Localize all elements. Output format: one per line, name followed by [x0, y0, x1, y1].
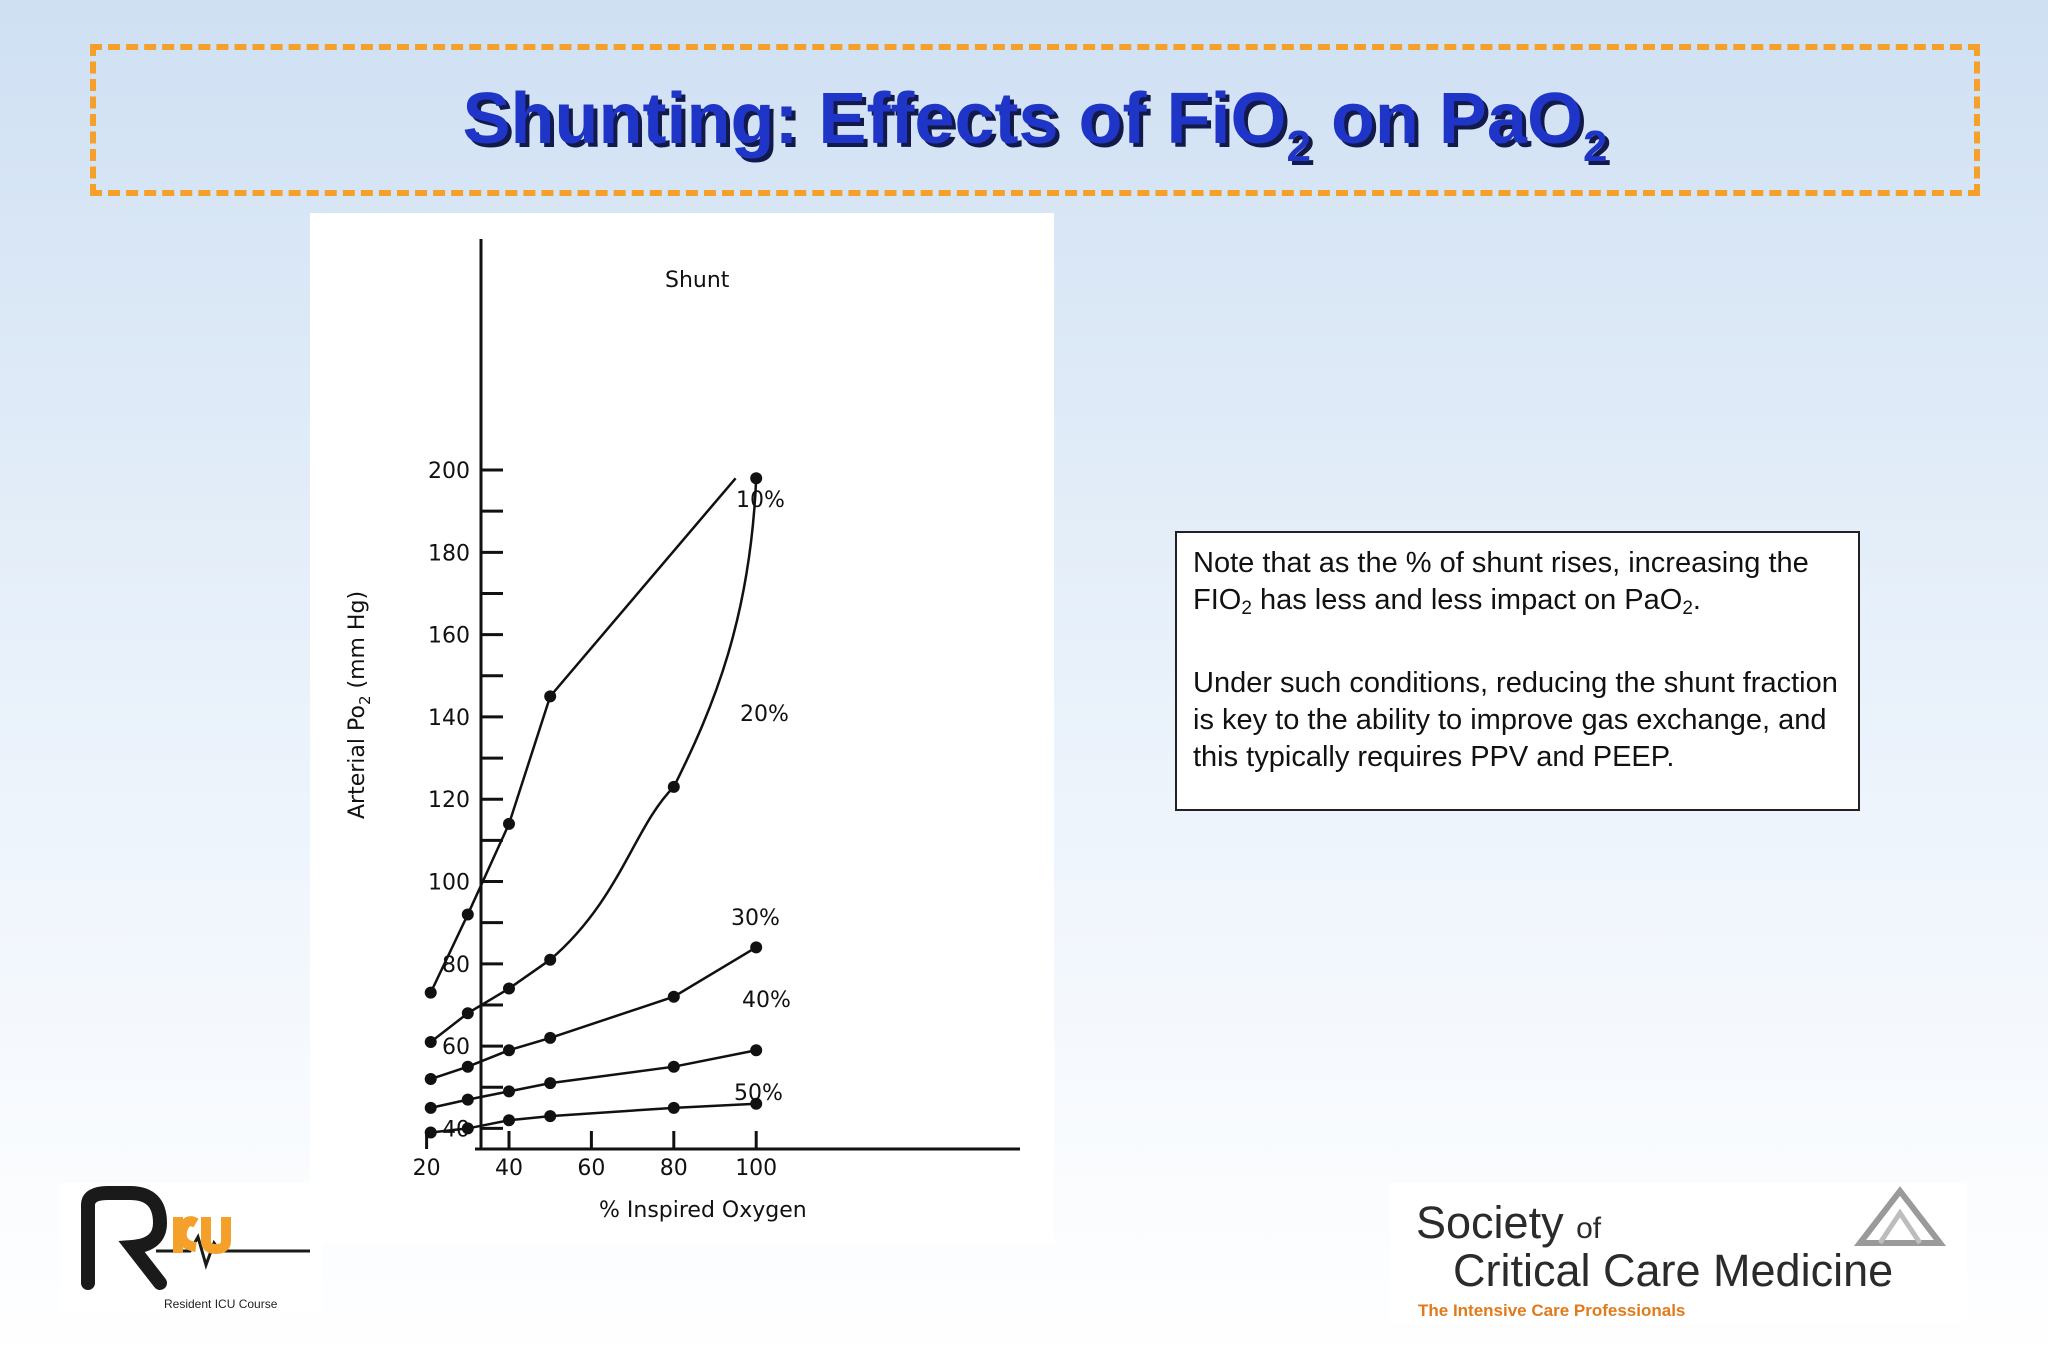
series-label: 20%	[740, 702, 789, 727]
data-point	[424, 1126, 437, 1139]
series-line-30pct	[430, 946, 757, 1081]
data-point	[461, 1093, 474, 1106]
y-tick-label: 200	[428, 459, 470, 484]
data-point	[750, 472, 763, 485]
y-tick-label: 100	[428, 871, 470, 896]
data-point	[503, 982, 515, 995]
sccm-tagline: The Intensive Care Professionals	[1418, 1301, 1686, 1320]
series-label: 40%	[742, 988, 791, 1013]
data-point	[503, 1044, 515, 1057]
sccm-name-text: Critical Care Medicine	[1453, 1245, 1894, 1296]
series-line-40pct	[430, 1049, 757, 1110]
series-labels: 10% 20% 30% 40% 50%	[731, 488, 791, 1106]
x-tick-label: 40	[495, 1156, 523, 1181]
x-tick-label: 20	[413, 1156, 441, 1181]
note-box: Note that as the % of shunt rises, incre…	[1175, 531, 1860, 811]
data-point	[424, 1101, 437, 1114]
note-paragraph-1: Note that as the % of shunt rises, incre…	[1193, 547, 1809, 619]
data-point	[544, 1077, 557, 1090]
data-point	[424, 986, 437, 999]
x-axis-label: % Inspired Oxygen	[599, 1198, 807, 1223]
page-title: Shunting: Effects of FiO2 on PaO2	[462, 79, 1608, 171]
data-point	[461, 1007, 474, 1020]
title-frame: Shunting: Effects of FiO2 on PaO2	[90, 44, 1980, 196]
data-point	[503, 1085, 515, 1098]
x-tick-label: 80	[660, 1156, 688, 1181]
data-point	[503, 817, 515, 830]
sccm-triangle-mark	[1853, 1186, 1947, 1246]
data-point	[461, 908, 474, 921]
series-label: 30%	[731, 906, 780, 931]
y-tick-label: 160	[428, 624, 470, 649]
series-line-50pct	[430, 1102, 757, 1134]
sccm-logo: Society of Critical Care Medicine The In…	[1390, 1183, 1967, 1323]
y-axis-label: Arterial Po2 (mm Hg)	[345, 591, 374, 819]
ricu-tagline: Resident ICU Course	[164, 1297, 278, 1311]
series-label: 10%	[736, 488, 785, 513]
data-point	[750, 1097, 763, 1110]
data-point	[503, 1114, 515, 1127]
x-tick-label: 100	[735, 1156, 777, 1181]
data-point	[461, 1122, 474, 1135]
data-point	[544, 953, 557, 966]
data-point	[544, 690, 557, 703]
y-tick-label: 120	[428, 788, 470, 813]
y-tick-label: 80	[442, 953, 470, 978]
ricu-logo: Resident ICU Course	[60, 1183, 322, 1313]
series-label: 50%	[734, 1081, 783, 1106]
data-point	[667, 1101, 680, 1114]
data-point	[461, 1060, 474, 1073]
data-point	[424, 1073, 437, 1086]
data-point	[667, 990, 680, 1003]
chart-axes	[475, 239, 1020, 1151]
series-points	[424, 472, 763, 1139]
data-point	[544, 1031, 557, 1044]
data-point	[750, 941, 763, 954]
data-point	[667, 780, 680, 793]
sccm-society-text: Society of	[1416, 1197, 1602, 1248]
note-paragraph-2: Under such conditions, reducing the shun…	[1193, 667, 1838, 773]
y-tick-label: 140	[428, 706, 470, 731]
ricu-logo-mark	[81, 1186, 310, 1290]
y-tick-label: 60	[442, 1035, 470, 1060]
data-point	[424, 1036, 437, 1049]
data-point	[750, 1044, 763, 1057]
data-point	[544, 1110, 557, 1123]
y-tick-label: 180	[428, 541, 470, 566]
legend-title: Shunt	[665, 268, 730, 293]
x-tick-label: 60	[577, 1156, 605, 1181]
series-line-10pct	[429, 477, 737, 994]
data-point	[667, 1060, 680, 1073]
chart-panel: 40 60 80 100 120 140 160 180 200 20 40 60 80 100 10%…	[310, 213, 1054, 1243]
